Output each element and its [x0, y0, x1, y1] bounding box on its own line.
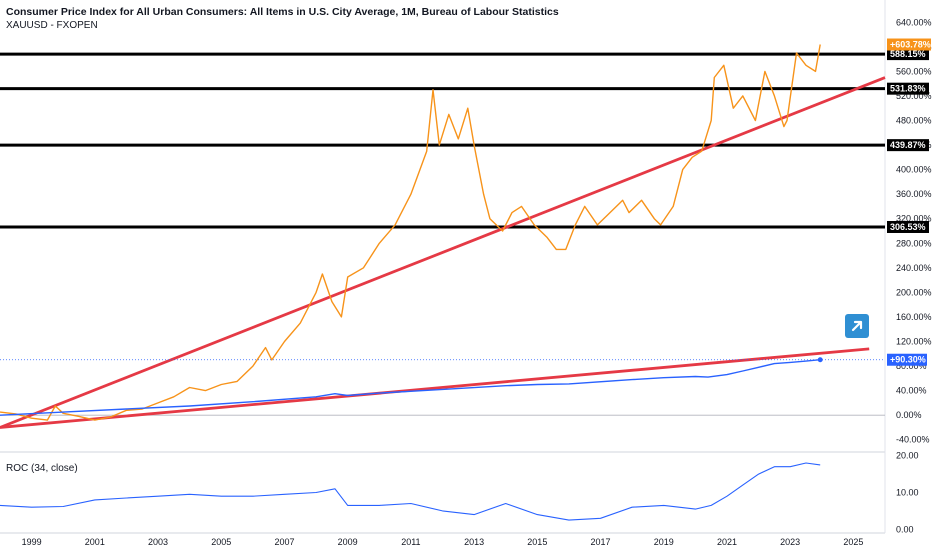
level-label: 588.15%	[890, 49, 926, 59]
roc-y-tick-label: 10.00	[896, 488, 919, 498]
x-tick-label: 2013	[464, 537, 484, 547]
y-tick-label: 0.00%	[896, 410, 922, 420]
cpi-value-tag	[887, 353, 927, 366]
level-label: 531.83%	[890, 84, 926, 94]
arrow-up-right-icon	[851, 320, 863, 332]
x-tick-label: 2023	[780, 537, 800, 547]
y-tick-label: 80.00%	[896, 361, 927, 371]
x-tick-label: 2011	[401, 537, 420, 547]
y-tick-label: -40.00%	[896, 435, 930, 445]
level-label: 439.87%	[890, 140, 926, 150]
level-tag	[887, 82, 929, 95]
roc-y-tick-label: 20.00	[896, 451, 919, 461]
x-tick-label: 2015	[527, 537, 547, 547]
cpi-value-label: +90.30%	[890, 355, 926, 365]
roc-line	[0, 462, 821, 521]
x-tick-label: 2001	[85, 537, 105, 547]
x-tick-label: 2025	[843, 537, 863, 547]
x-tick-label: 2019	[654, 537, 674, 547]
y-tick-label: 360.00%	[896, 189, 932, 199]
level-tag	[887, 139, 929, 152]
gold-value-tag	[887, 38, 931, 51]
gold-series-line	[0, 44, 821, 421]
cpi-last-point	[817, 357, 823, 363]
x-tick-label: 2003	[148, 537, 168, 547]
level-label: 306.53%	[890, 222, 926, 232]
trend-line	[0, 347, 870, 429]
level-tag	[887, 48, 929, 61]
roc-y-tick-label: 0.00	[896, 524, 914, 534]
y-tick-label: 240.00%	[896, 263, 932, 273]
trend-line	[0, 76, 886, 429]
y-tick-label: 320.00%	[896, 214, 932, 224]
y-tick-label: 560.00%	[896, 66, 932, 76]
y-tick-label: 120.00%	[896, 337, 932, 347]
y-tick-label: 40.00%	[896, 386, 927, 396]
gold-value-label: +603.78%	[890, 40, 931, 50]
x-tick-label: 2009	[338, 537, 358, 547]
x-tick-label: 1999	[22, 537, 42, 547]
y-tick-label: 640.00%	[896, 17, 932, 27]
y-tick-label: 280.00%	[896, 238, 932, 248]
x-tick-label: 2017	[591, 537, 611, 547]
x-tick-label: 2005	[211, 537, 231, 547]
y-tick-label: 520.00%	[896, 91, 932, 101]
indicator-label: ROC (34, close)	[6, 463, 78, 474]
chart-title: Consumer Price Index for All Urban Consu…	[6, 6, 559, 18]
chart-subtitle: XAUUSD - FXOPEN	[6, 20, 98, 31]
level-tag	[887, 220, 929, 233]
share-button[interactable]	[845, 314, 869, 338]
y-tick-label: 200.00%	[896, 287, 932, 297]
x-tick-label: 2007	[274, 537, 294, 547]
y-tick-label: 400.00%	[896, 165, 932, 175]
cpi-series-line	[0, 359, 821, 416]
y-tick-label: 480.00%	[896, 116, 932, 126]
x-tick-label: 2021	[717, 537, 737, 547]
y-tick-label: 160.00%	[896, 312, 932, 322]
